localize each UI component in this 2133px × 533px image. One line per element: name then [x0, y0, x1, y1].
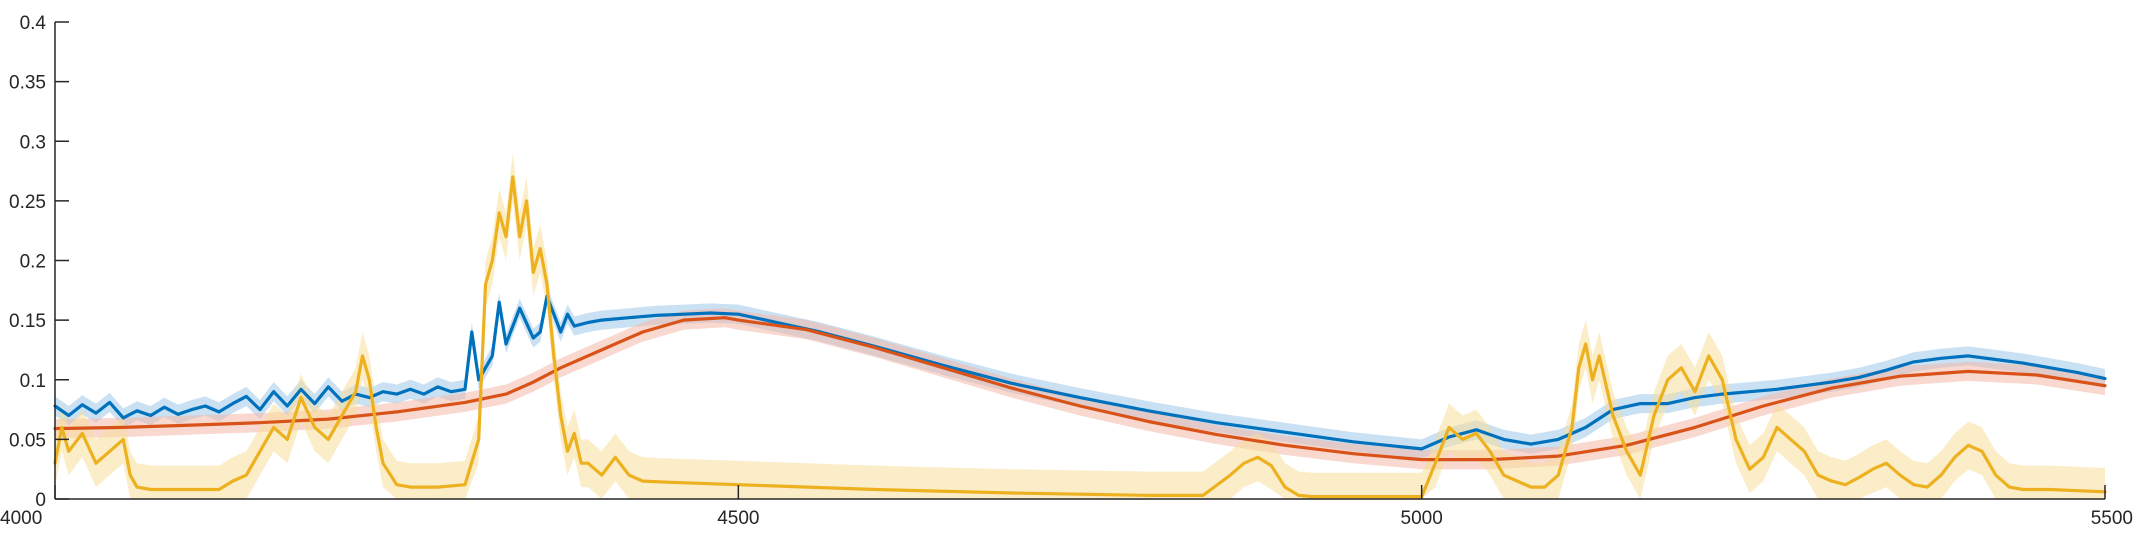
- x-tick-label: 4500: [717, 508, 759, 529]
- series-lines: [53, 175, 2107, 499]
- series-3-band: [55, 153, 2105, 499]
- y-tick-label: 0.05: [9, 430, 46, 451]
- series-3-line: [53, 175, 2107, 499]
- y-tick-label: 0.3: [20, 132, 46, 153]
- y-tick-label: 0.35: [9, 73, 46, 94]
- y-tick-label: 0.1: [20, 371, 46, 392]
- x-tick-label: 5000: [1401, 508, 1443, 529]
- y-tick-label: 0.4: [20, 13, 47, 34]
- y-tick-label: 0.25: [9, 192, 46, 213]
- x-tick-label: 5500: [2091, 508, 2133, 529]
- y-tick-label: 0.2: [20, 252, 46, 273]
- x-tick-label: 4000: [0, 508, 42, 529]
- y-tick-label: 0: [35, 490, 46, 511]
- confidence-bands: [55, 153, 2105, 499]
- x-ticks: 4000 4500 5000 5500: [0, 485, 2133, 529]
- y-tick-label: 0.15: [9, 311, 46, 332]
- series-1-band: [55, 286, 2105, 459]
- y-ticks: 0 0.05 0.1 0.15 0.2 0.25 0.3 0.35 0.4: [9, 13, 69, 511]
- series-1-line: [53, 294, 2107, 451]
- series-2-line: [53, 316, 2107, 462]
